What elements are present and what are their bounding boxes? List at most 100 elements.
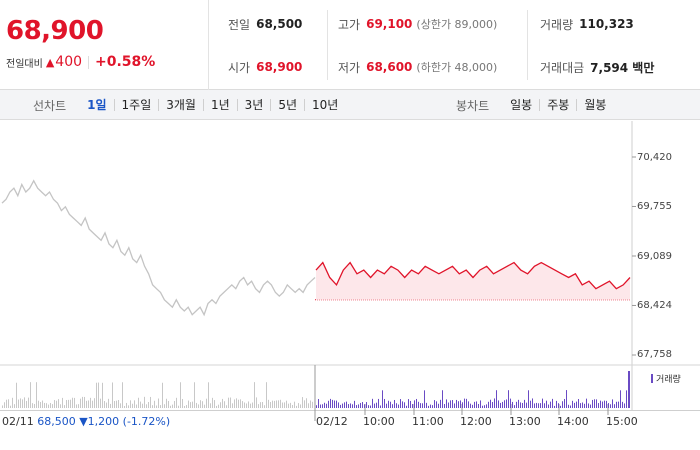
volume-bar bbox=[396, 403, 397, 408]
volume-bar bbox=[64, 405, 65, 408]
volume-bar bbox=[564, 398, 565, 408]
volume-bar bbox=[204, 404, 205, 408]
volume-bar bbox=[350, 403, 351, 408]
volume-bar bbox=[46, 403, 47, 408]
volume-bar bbox=[478, 403, 479, 408]
volume-bar bbox=[218, 404, 219, 408]
volume-bar bbox=[280, 399, 281, 408]
volume-bar bbox=[270, 401, 271, 408]
volume-bar bbox=[288, 403, 289, 408]
volume-bar bbox=[98, 382, 99, 408]
volume-bar bbox=[36, 382, 37, 408]
volume-bar bbox=[122, 382, 123, 408]
volume-bar bbox=[588, 403, 589, 408]
volume-bar bbox=[460, 400, 461, 408]
x-tick-label: 02/12 bbox=[316, 415, 348, 428]
volume-bar bbox=[490, 399, 491, 408]
tab-1week[interactable]: 1주일 bbox=[113, 99, 159, 111]
volume-bar bbox=[30, 382, 31, 408]
volume-bar bbox=[624, 403, 625, 408]
volume-bar bbox=[102, 382, 103, 408]
volume-bar bbox=[94, 398, 95, 408]
volume-bar bbox=[214, 400, 215, 408]
tab-5years[interactable]: 5년 bbox=[270, 99, 304, 111]
volume-bar bbox=[278, 400, 279, 408]
volume-bar bbox=[488, 401, 489, 408]
volume-bar bbox=[292, 404, 293, 408]
volume-bar bbox=[100, 398, 101, 408]
volume-bar bbox=[246, 403, 247, 408]
volume-bar bbox=[554, 405, 555, 408]
divider bbox=[527, 10, 528, 80]
today-price-area bbox=[316, 262, 630, 300]
tab-10years[interactable]: 10년 bbox=[304, 99, 345, 111]
divider bbox=[88, 55, 90, 69]
tab-weekly-candle[interactable]: 주봉 bbox=[539, 99, 576, 111]
volume-bar bbox=[222, 398, 223, 408]
volume-bar bbox=[602, 401, 603, 408]
volume-bar bbox=[526, 402, 527, 408]
volume-bar bbox=[370, 405, 371, 408]
tab-3months[interactable]: 3개월 bbox=[158, 99, 203, 111]
volume-bar bbox=[212, 397, 213, 408]
volume-bar bbox=[444, 404, 445, 408]
tab-1day[interactable]: 1일 bbox=[87, 98, 107, 112]
volume-bar bbox=[18, 399, 19, 408]
volume-bar bbox=[360, 402, 361, 408]
volume-bar bbox=[442, 390, 443, 408]
today-price-line bbox=[315, 261, 631, 290]
volume-bar bbox=[16, 382, 17, 408]
volume-bar bbox=[82, 396, 83, 408]
volume-bar bbox=[130, 400, 131, 408]
volume-bar bbox=[306, 398, 307, 408]
volume-bar bbox=[440, 399, 441, 408]
tab-monthly-candle[interactable]: 월봉 bbox=[576, 99, 613, 111]
tab-3years[interactable]: 3년 bbox=[236, 99, 271, 111]
volume-bar bbox=[400, 399, 401, 408]
volume-bar bbox=[496, 390, 497, 408]
volume-bar bbox=[362, 402, 363, 408]
volume-cell: 거래량 110,323 bbox=[540, 14, 634, 34]
volume-bar bbox=[374, 403, 375, 408]
volume-bar bbox=[556, 400, 557, 408]
volume-bar bbox=[42, 400, 43, 408]
volume-bar bbox=[84, 396, 85, 408]
volume-bar bbox=[402, 401, 403, 408]
volume-bar bbox=[352, 404, 353, 408]
volume-bar bbox=[450, 400, 451, 408]
change-label: 전일대비 bbox=[6, 58, 43, 70]
change-value: 400 bbox=[55, 54, 83, 70]
volume-bar bbox=[90, 397, 91, 408]
volume-bar bbox=[512, 401, 513, 408]
volume-bar bbox=[6, 399, 7, 408]
volume-bar bbox=[234, 399, 235, 408]
volume-bar bbox=[220, 402, 221, 408]
volume-bar bbox=[168, 400, 169, 408]
volume-bar bbox=[128, 405, 129, 408]
volume-bar bbox=[10, 405, 11, 408]
volume-bar bbox=[20, 398, 21, 408]
volume-bar bbox=[170, 405, 171, 408]
high-cell: 고가 69,100 (상한가 89,000) bbox=[338, 14, 497, 34]
volume-bar bbox=[132, 403, 133, 408]
tab-1year[interactable]: 1년 bbox=[202, 99, 237, 111]
volume-bar bbox=[378, 398, 379, 408]
volume-bar bbox=[182, 398, 183, 408]
volume-bar bbox=[432, 405, 433, 408]
volume-bar bbox=[346, 401, 347, 408]
volume-bar bbox=[492, 402, 493, 408]
volume-bar bbox=[604, 400, 605, 408]
volume-bar bbox=[532, 398, 533, 408]
volume-bar bbox=[382, 390, 383, 408]
current-price: 68,900 bbox=[6, 16, 104, 46]
volume-bar bbox=[150, 396, 151, 408]
volume-bar bbox=[620, 390, 621, 408]
volume-bar bbox=[518, 399, 519, 408]
volume-bar bbox=[252, 402, 253, 408]
tab-daily-candle[interactable]: 일봉 bbox=[510, 98, 533, 112]
volume-bar bbox=[112, 382, 113, 408]
volume-bar bbox=[70, 399, 71, 408]
prev-day-pct: (-1.72%) bbox=[122, 415, 171, 428]
volume-bar bbox=[96, 382, 97, 408]
volume-swatch bbox=[651, 374, 653, 383]
